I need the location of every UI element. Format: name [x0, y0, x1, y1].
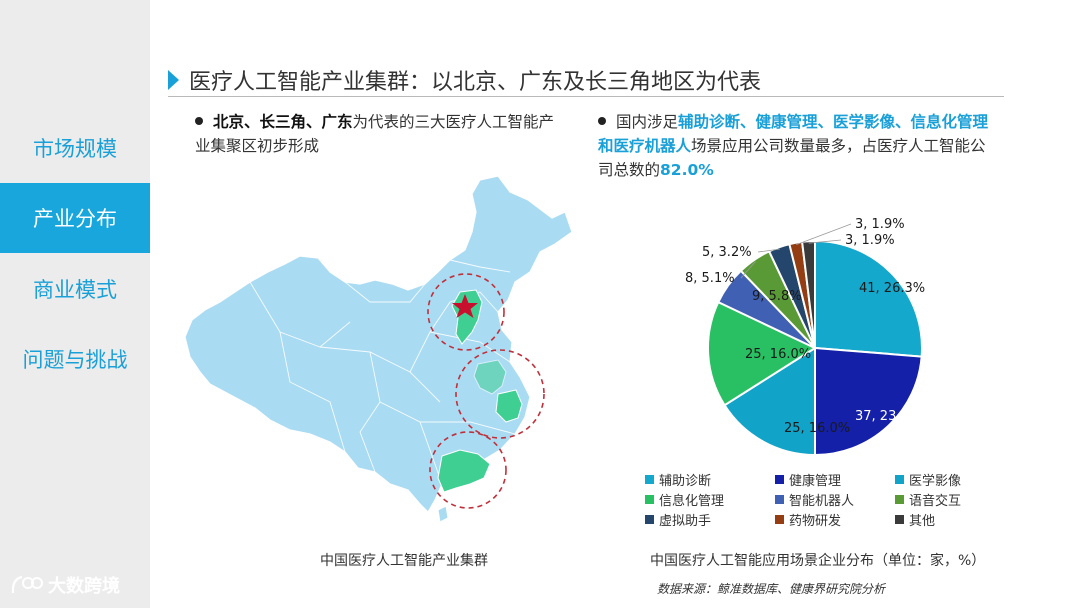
page-title: 医疗人工智能产业集群：以北京、广东及长三角地区为代表 [189, 70, 762, 95]
yangtze-cluster-circle [455, 349, 545, 439]
legend-item: 其他 [895, 510, 985, 529]
left-bullet: 北京、长三角、广东为代表的三大医疗人工智能产业集聚区初步形成 [195, 110, 565, 158]
legend-label: 虚拟助手 [659, 514, 712, 529]
pie-legend: 辅助诊断 健康管理 医学影像信息化管理 智能机器人 语音交互虚拟助手 药物研发 其他 [645, 470, 985, 529]
beijing-cluster-circle [427, 273, 505, 351]
legend-label: 药物研发 [789, 514, 842, 529]
pie-slice-3 [723, 346, 816, 457]
right-bullet-percent: 82.0% [660, 161, 714, 179]
right-bullet-middle: 场景应用公司数量最多，占医疗人工智能公司总数的 [598, 137, 986, 179]
legend-label: 医学影像 [909, 474, 962, 489]
legend-swatch [775, 495, 784, 504]
guangdong-cluster-region [437, 449, 491, 493]
nav-item-issues-challenges[interactable]: 问题与挑战 [22, 348, 128, 372]
hainan-island [437, 505, 449, 523]
pie-data-label-4: 25, 16.0% [745, 347, 811, 362]
brand-logo-icon [11, 575, 43, 594]
pie-slice-4 [707, 300, 818, 407]
pie-leader-line-7 [757, 248, 780, 253]
pie-data-label-7: 5, 3.2% [702, 245, 752, 260]
guangdong-cluster-circle [429, 431, 507, 509]
right-bullet: 国内涉足辅助诊断、健康管理、医学影像、信息化管理和医疗机器人场景应用公司数量最多… [598, 110, 993, 182]
beijing-star-icon [452, 294, 478, 318]
legend-item: 药物研发 [775, 510, 895, 529]
nav-item-business-model[interactable]: 商业模式 [33, 278, 117, 302]
left-bullet-highlight: 北京、长三角、广东 [213, 113, 353, 131]
legend-swatch [645, 515, 654, 524]
pie-chart-caption: 中国医疗人工智能应用场景企业分布（单位：家，%） [650, 553, 986, 569]
legend-swatch [895, 475, 904, 484]
scenario-pie-chart: 41, 26.3% 37, 23.7% 25, 16.0% 25, 16.0% 9, 5… [685, 217, 925, 457]
legend-item: 信息化管理 [645, 490, 775, 509]
legend-item: 语音交互 [895, 490, 985, 509]
pie-data-label-6: 8, 5.1% [685, 271, 735, 286]
nav-item-market-size[interactable]: 市场规模 [33, 137, 117, 161]
pie-data-label-8: 3, 1.9% [855, 217, 905, 232]
pie-data-label-2: 37, 23.7% [855, 409, 921, 424]
legend-item: 健康管理 [775, 470, 895, 489]
title-arrow-icon [168, 70, 179, 90]
legend-swatch [645, 495, 654, 504]
title-divider [168, 96, 1004, 97]
legend-label: 健康管理 [789, 474, 842, 489]
legend-swatch [895, 515, 904, 524]
right-bullet-highlight: 辅助诊断、健康管理、医学影像、信息化管理和医疗机器人 [598, 113, 989, 155]
page-title-row: 医疗人工智能产业集群：以北京、广东及长三角地区为代表 [168, 64, 761, 96]
sidebar: 市场规模 产业分布 商业模式 问题与挑战 大数跨境 [0, 0, 150, 608]
pie-data-label-1: 41, 26.3% [859, 281, 925, 296]
bullet-dot-icon [598, 116, 606, 125]
legend-swatch [645, 475, 654, 484]
jiangsu-region [473, 359, 507, 395]
china-cluster-map [184, 175, 573, 523]
legend-label: 语音交互 [909, 494, 962, 509]
pie-leader-line-9 [808, 239, 842, 244]
brand-logo: 大数跨境 [10, 572, 120, 598]
legend-swatch [775, 475, 784, 484]
legend-label: 信息化管理 [659, 494, 725, 509]
legend-item: 智能机器人 [775, 490, 895, 509]
pie-leader-line-6 [740, 261, 756, 279]
legend-swatch [775, 515, 784, 524]
legend-label: 其他 [909, 514, 936, 529]
pie-data-label-3: 25, 16.0% [784, 421, 850, 436]
left-bullet-text: 为代表的三大医疗人工智能产业集聚区初步形成 [195, 113, 555, 155]
legend-item: 虚拟助手 [645, 510, 775, 529]
data-source-note: 数据来源：鲸准数据库、健康界研究院分析 [657, 582, 886, 596]
brand-logo-text: 大数跨境 [48, 576, 120, 597]
legend-item: 辅助诊断 [645, 470, 775, 489]
legend-swatch [895, 495, 904, 504]
china-map-base [184, 175, 573, 513]
pie-slice-1 [814, 239, 923, 358]
pie-data-label-9: 3, 1.9% [845, 233, 895, 248]
zhejiang-region [495, 389, 523, 423]
pie-slice-9 [800, 239, 816, 349]
nav-item-industry-distribution[interactable]: 产业分布 [0, 183, 150, 253]
legend-label: 辅助诊断 [659, 474, 712, 489]
right-bullet-prefix: 国内涉足 [616, 113, 679, 131]
pie-leader-line-8 [795, 223, 852, 246]
pie-slice-2 [814, 346, 923, 457]
legend-label: 智能机器人 [789, 494, 855, 509]
bullet-dot-icon [195, 116, 203, 125]
legend-item: 医学影像 [895, 470, 985, 489]
map-caption: 中国医疗人工智能产业集群 [320, 553, 488, 569]
pie-data-label-5: 9, 5.8% [752, 289, 802, 304]
